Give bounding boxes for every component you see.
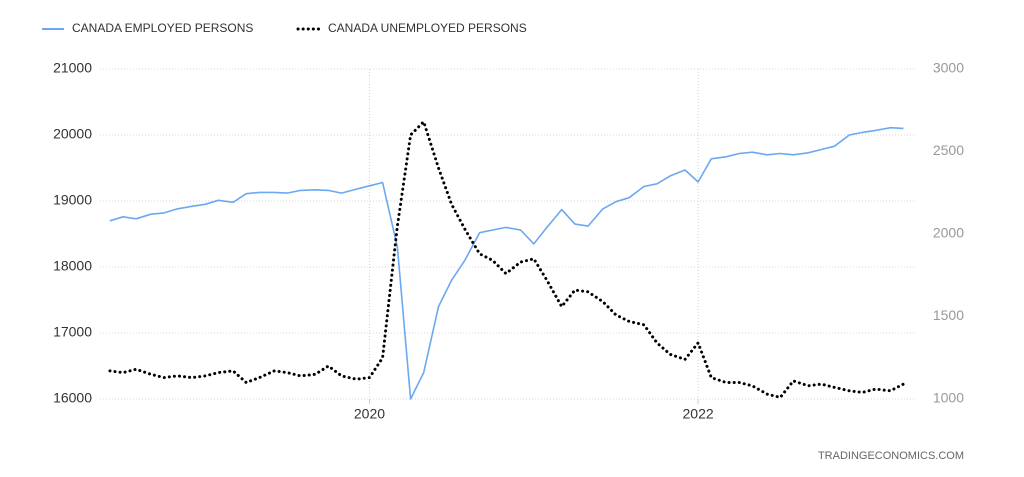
y-tick-label: 18000 xyxy=(53,258,92,274)
y2-tick-label: 2000 xyxy=(933,225,964,241)
y2-tick-label: 2500 xyxy=(933,142,964,158)
series-line xyxy=(109,126,904,400)
y-tick-label: 20000 xyxy=(53,126,92,142)
y2-tick-label: 1000 xyxy=(933,390,964,406)
y2-tick-label: 1500 xyxy=(933,307,964,323)
source: TRADINGECONOMICS.COM xyxy=(818,450,964,462)
x-tick-label: 2022 xyxy=(683,406,714,422)
y-tick-label: 19000 xyxy=(53,192,92,208)
y-tick-label: 21000 xyxy=(53,60,92,76)
y-tick-label: 16000 xyxy=(53,390,92,406)
x-tick-label: 2020 xyxy=(354,406,385,422)
legend-label: CANADA EMPLOYED PERSONS xyxy=(72,21,253,35)
y-tick-label: 17000 xyxy=(53,324,92,340)
y2-tick-label: 3000 xyxy=(933,60,964,76)
series-line xyxy=(108,120,905,399)
legend-label: CANADA UNEMPLOYED PERSONS xyxy=(328,21,527,35)
